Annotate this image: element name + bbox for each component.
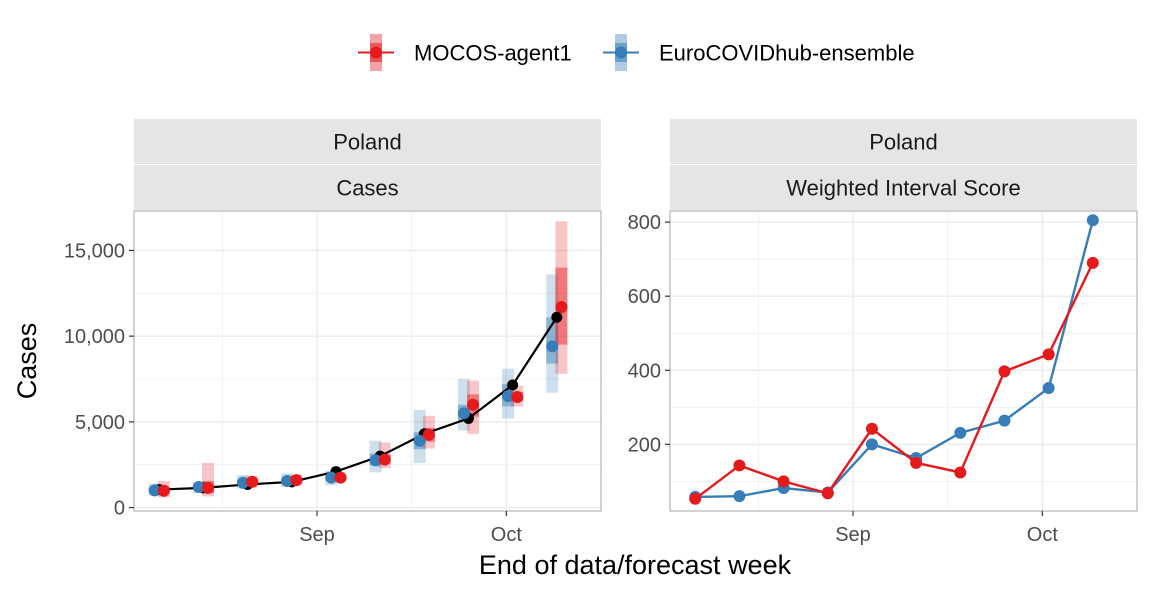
y-tick-label: 5,000	[75, 412, 125, 434]
panel-border	[669, 210, 1138, 512]
median-point	[369, 454, 382, 467]
score-series	[689, 214, 1099, 503]
truth-line	[159, 316, 558, 491]
median-point	[202, 481, 215, 494]
median-point	[555, 301, 568, 313]
strip-bottom-label: Weighted Interval Score	[786, 176, 1020, 201]
x-tick-label: Sep	[835, 524, 871, 546]
strip-bottom-bg	[134, 165, 601, 210]
median-point	[546, 340, 559, 353]
score-point	[865, 438, 878, 451]
x-tick-label: Oct	[491, 524, 523, 546]
legend: MOCOS-agent1 EuroCOVIDhub-ensemble	[358, 34, 915, 71]
median-series	[157, 301, 568, 497]
score-point	[733, 490, 746, 503]
median-point	[157, 484, 170, 497]
y-tick-label: 15,000	[64, 240, 125, 262]
y-tick-label: 400	[628, 360, 661, 382]
score-point	[954, 426, 967, 439]
score-point	[689, 492, 702, 505]
median-series	[148, 340, 559, 497]
panel-wis: Poland Weighted Interval Score Sep Oct 200…	[628, 119, 1138, 546]
strip-bottom-bg	[670, 165, 1137, 210]
median-point	[511, 391, 524, 403]
score-line	[694, 262, 1094, 500]
axes: Sep Oct 0 5,000 10,000 15,000	[64, 240, 523, 546]
score-point	[954, 466, 967, 479]
legend-item: EuroCOVIDhub-ensemble	[603, 34, 915, 71]
score-point	[998, 365, 1011, 378]
axes: Sep Oct 200 400 600 800	[628, 212, 1059, 546]
median-point	[422, 428, 435, 441]
strip-bottom-label: Cases	[336, 176, 398, 201]
x-tick-label: Sep	[299, 524, 335, 546]
score-point	[777, 475, 790, 488]
score-point	[1086, 214, 1099, 227]
median-point	[236, 476, 249, 489]
y-tick-label: 600	[628, 286, 661, 308]
median-point	[467, 398, 480, 411]
marks	[148, 221, 568, 498]
median-point	[192, 481, 205, 493]
score-point	[1042, 382, 1055, 395]
median-point	[378, 453, 391, 466]
median-point	[281, 475, 294, 487]
score-point	[910, 456, 923, 469]
strip-top-bg	[670, 119, 1137, 164]
median-point	[334, 471, 347, 484]
truth-point	[551, 311, 563, 323]
legend-label: MOCOS-agent1	[414, 41, 572, 66]
score-point	[821, 487, 834, 500]
median-point	[246, 475, 259, 488]
y-tick-label: 200	[628, 434, 661, 456]
y-tick-label: 0	[114, 498, 125, 520]
x-axis-title: End of data/forecast week	[479, 550, 792, 580]
interval-90-band	[546, 274, 559, 393]
score-point	[1042, 348, 1055, 361]
median-point	[413, 434, 426, 447]
score-point	[733, 459, 746, 472]
strip-top-bg	[134, 119, 601, 164]
panel-border	[133, 210, 602, 512]
truth-point	[507, 379, 519, 391]
interval-90-band	[555, 221, 568, 374]
score-line	[695, 219, 1094, 499]
score-point	[1086, 256, 1099, 269]
strip-top-label: Poland	[333, 130, 402, 155]
grid	[134, 211, 601, 511]
legend-key-point	[615, 46, 627, 59]
median-point	[290, 474, 303, 487]
median-point	[148, 484, 161, 497]
legend-label: EuroCOVIDhub-ensemble	[659, 41, 915, 66]
marks	[689, 214, 1099, 505]
y-axis-title: Cases	[12, 323, 42, 400]
truth-series	[153, 311, 563, 496]
legend-key-point	[370, 46, 382, 59]
y-tick-label: 10,000	[64, 326, 125, 348]
panel-cases: Poland Cases Sep Oct 0 5,000 10,000 15,000 Ca…	[12, 119, 602, 546]
forecast-series	[148, 274, 559, 496]
score-point	[865, 422, 878, 435]
score-series	[689, 256, 1099, 505]
median-point	[502, 390, 515, 403]
grid	[670, 211, 1137, 511]
median-point	[457, 407, 470, 420]
x-tick-label: Oct	[1027, 524, 1059, 546]
median-point	[325, 471, 338, 484]
score-point	[998, 414, 1011, 427]
legend-item: MOCOS-agent1	[358, 34, 572, 71]
strip-top-label: Poland	[869, 130, 938, 155]
y-tick-label: 800	[628, 212, 661, 234]
